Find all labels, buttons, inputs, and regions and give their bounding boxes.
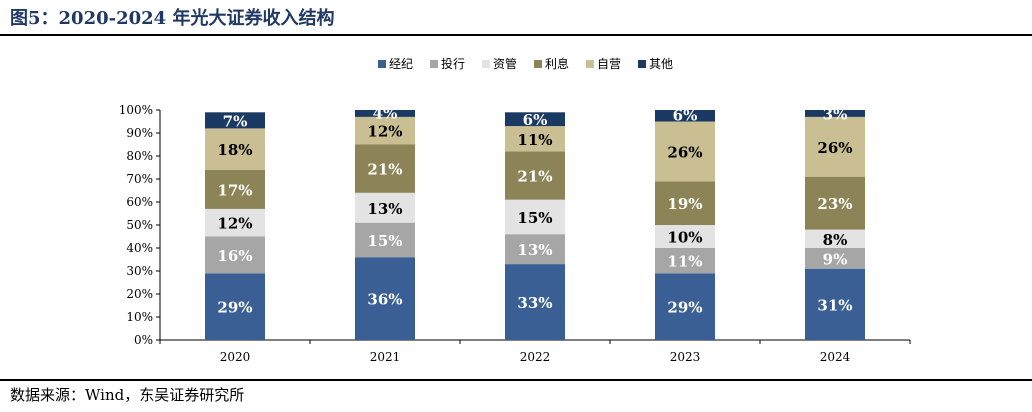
bar-2023-自营 bbox=[655, 121, 715, 182]
bottom-rule bbox=[0, 379, 1032, 381]
stacked-bar-chart: 经纪 投行 资管 利息 自营 其他 0% 10% 20% 30% 40% 50% 60% 70% 80% 9… bbox=[119, 56, 911, 364]
y-tick-label-0: 0% bbox=[134, 333, 153, 347]
y-axis: 0% 10% 20% 30% 40% 50% 60% 70% 80% 90% 100% bbox=[119, 103, 161, 347]
bar-2022-自营 bbox=[505, 126, 565, 152]
legend-swatch-4 bbox=[586, 60, 594, 68]
data-label-2020-资管: 12% bbox=[217, 215, 252, 233]
legend-swatch-3 bbox=[534, 60, 542, 68]
bar-2020-资管 bbox=[205, 208, 265, 237]
data-label-2022-投行: 13% bbox=[517, 241, 552, 259]
bar-2022-经纪 bbox=[505, 264, 565, 340]
y-tick-label-2: 20% bbox=[126, 287, 153, 301]
data-label-2022-自营: 11% bbox=[517, 131, 552, 149]
legend-label-5: 其他 bbox=[649, 57, 673, 71]
data-label-2024-资管: 8% bbox=[823, 231, 848, 249]
bar-2024-自营 bbox=[805, 116, 865, 177]
bar-2024-其他 bbox=[805, 110, 865, 117]
data-label-2021-自营: 12% bbox=[367, 123, 402, 141]
bar-2023-利息 bbox=[655, 181, 715, 225]
legend-label-4: 自营 bbox=[597, 57, 621, 71]
bar-2023-经纪 bbox=[655, 273, 715, 340]
data-label-2020-其他: 7% bbox=[223, 112, 248, 130]
data-label-2022-其他: 6% bbox=[523, 111, 548, 129]
data-label-2021-其他: 4% bbox=[373, 104, 398, 122]
legend: 经纪 投行 资管 利息 自营 其他 bbox=[378, 56, 673, 71]
legend-label-0: 经纪 bbox=[389, 57, 413, 71]
data-label-2024-自营: 26% bbox=[817, 139, 852, 157]
x-tick-label-2021: 2021 bbox=[370, 350, 401, 364]
data-label-2024-其他: 3% bbox=[823, 105, 848, 123]
data-label-2023-其他: 6% bbox=[673, 107, 698, 125]
bar-2023-资管 bbox=[655, 225, 715, 248]
data-label-2021-利息: 21% bbox=[367, 161, 402, 179]
x-tick-label-2023: 2023 bbox=[670, 350, 701, 364]
source-note: 数据来源：Wind，东吴证券研究所 bbox=[10, 386, 245, 404]
bar-2022-利息 bbox=[505, 151, 565, 200]
bar-2024-投行 bbox=[805, 248, 865, 269]
data-label-2024-投行: 9% bbox=[823, 250, 848, 268]
y-tick-label-4: 40% bbox=[126, 241, 153, 255]
data-label-2022-经纪: 33% bbox=[517, 294, 552, 312]
top-rule bbox=[0, 34, 1032, 36]
data-label-2021-投行: 15% bbox=[367, 232, 402, 250]
data-label-2021-经纪: 36% bbox=[367, 291, 402, 309]
y-tick-label-1: 10% bbox=[126, 310, 153, 324]
data-label-2023-经纪: 29% bbox=[667, 299, 702, 317]
data-label-2020-投行: 16% bbox=[217, 247, 252, 265]
legend-swatch-1 bbox=[430, 60, 438, 68]
x-axis: 2020 2021 2022 2023 2024 bbox=[159, 339, 911, 364]
bar-2021-自营 bbox=[355, 116, 415, 145]
x-tick-label-2024: 2024 bbox=[820, 350, 851, 364]
bar-2021-资管 bbox=[355, 192, 415, 223]
bar-2022-资管 bbox=[505, 199, 565, 235]
bar-2020-利息 bbox=[205, 169, 265, 209]
legend-swatch-0 bbox=[378, 60, 386, 68]
bar-2023-投行 bbox=[655, 248, 715, 274]
data-labels: 29%16%12%17%18%7%36%15%13%21%12%4%33%13%… bbox=[217, 104, 852, 316]
y-tick-label-8: 80% bbox=[126, 149, 153, 163]
bar-2021-经纪 bbox=[355, 257, 415, 340]
data-label-2022-利息: 21% bbox=[517, 168, 552, 186]
y-tick-label-7: 70% bbox=[126, 172, 153, 186]
figure-title: 图5：2020-2024 年光大证券收入结构 bbox=[10, 8, 335, 29]
data-label-2020-经纪: 29% bbox=[217, 299, 252, 317]
bar-2020-自营 bbox=[205, 128, 265, 170]
data-label-2023-资管: 10% bbox=[667, 229, 702, 247]
bar-2024-经纪 bbox=[805, 268, 865, 340]
bar-2021-利息 bbox=[355, 144, 415, 193]
bar-2020-其他 bbox=[205, 112, 265, 129]
legend-label-1: 投行 bbox=[441, 56, 465, 71]
data-label-2021-资管: 13% bbox=[367, 200, 402, 218]
legend-label-2: 资管 bbox=[493, 56, 517, 71]
y-tick-label-3: 30% bbox=[126, 264, 153, 278]
data-label-2024-利息: 23% bbox=[817, 195, 852, 213]
bar-2023-其他 bbox=[655, 110, 715, 122]
x-tick-label-2020: 2020 bbox=[220, 350, 251, 364]
bar-2020-经纪 bbox=[205, 273, 265, 340]
bar-2022-投行 bbox=[505, 234, 565, 265]
data-label-2022-资管: 15% bbox=[517, 209, 552, 227]
y-tick-label-9: 90% bbox=[126, 126, 153, 140]
data-label-2020-自营: 18% bbox=[217, 141, 252, 159]
data-label-2023-自营: 26% bbox=[667, 143, 702, 161]
legend-swatch-2 bbox=[482, 60, 490, 68]
legend-swatch-5 bbox=[638, 60, 646, 68]
bar-2022-其他 bbox=[505, 112, 565, 127]
bar-2024-利息 bbox=[805, 176, 865, 230]
legend-label-3: 利息 bbox=[545, 56, 569, 71]
x-tick-label-2022: 2022 bbox=[520, 350, 551, 364]
data-label-2023-投行: 11% bbox=[667, 253, 702, 271]
y-tick-label-5: 50% bbox=[126, 218, 153, 232]
bar-2021-其他 bbox=[355, 110, 415, 117]
y-tick-label-10: 100% bbox=[119, 103, 153, 117]
data-label-2020-利息: 17% bbox=[217, 181, 252, 199]
bars bbox=[205, 110, 865, 340]
y-tick-label-6: 60% bbox=[126, 195, 153, 209]
bar-2024-资管 bbox=[805, 229, 865, 248]
bar-2020-投行 bbox=[205, 236, 265, 274]
bar-2021-投行 bbox=[355, 222, 415, 258]
data-label-2024-经纪: 31% bbox=[817, 296, 852, 314]
data-label-2023-利息: 19% bbox=[667, 195, 702, 213]
